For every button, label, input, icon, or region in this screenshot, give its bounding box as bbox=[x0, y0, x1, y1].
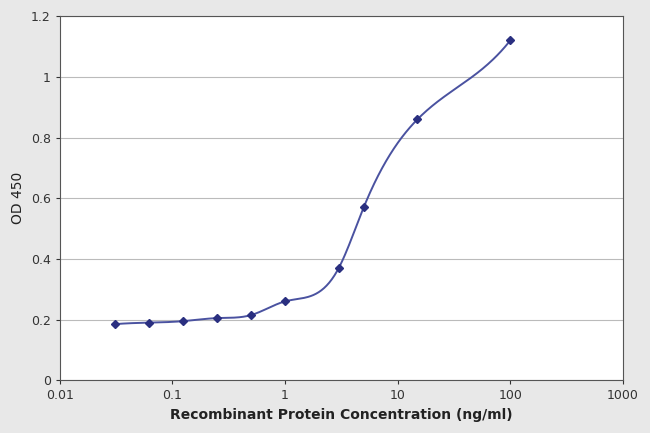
Y-axis label: OD 450: OD 450 bbox=[11, 172, 25, 224]
X-axis label: Recombinant Protein Concentration (ng/ml): Recombinant Protein Concentration (ng/ml… bbox=[170, 408, 513, 422]
